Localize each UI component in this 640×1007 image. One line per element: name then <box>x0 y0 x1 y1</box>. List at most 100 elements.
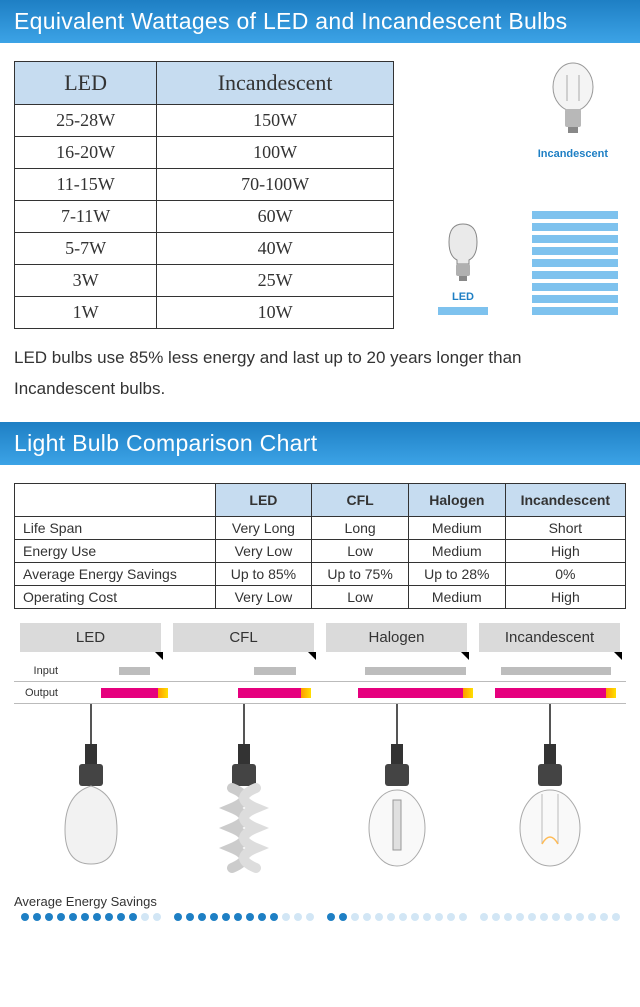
dot <box>387 913 395 921</box>
type-tab-box: LED <box>20 623 161 652</box>
dot <box>480 913 488 921</box>
bulb-icon <box>357 744 437 879</box>
wattage-cell: 60W <box>157 201 394 233</box>
compare-header: Incandescent <box>505 484 625 517</box>
compare-header: LED <box>215 484 312 517</box>
output-cell <box>205 688 346 698</box>
tab-arrow-icon <box>461 652 469 660</box>
dot <box>141 913 149 921</box>
wire <box>549 704 551 744</box>
compare-cell: 0% <box>505 563 625 586</box>
type-tab: CFL <box>167 623 320 652</box>
tab-arrow-icon <box>614 652 622 660</box>
dot <box>81 913 89 921</box>
dot <box>516 913 524 921</box>
input-bar <box>365 667 466 675</box>
io-rows: Input Output <box>0 652 640 704</box>
dot <box>33 913 41 921</box>
compare-header: Halogen <box>408 484 505 517</box>
wattage-table: LEDIncandescent 25-28W150W16-20W100W11-1… <box>14 61 394 329</box>
dots-group <box>320 913 473 921</box>
input-label: Input <box>14 665 64 677</box>
incandescent-bars <box>532 211 618 315</box>
output-label: Output <box>14 687 64 699</box>
input-cell <box>205 667 346 675</box>
compare-cell: Very Low <box>215 540 312 563</box>
compare-cell: Up to 28% <box>408 563 505 586</box>
tab-arrow-icon <box>308 652 316 660</box>
incandescent-bulb-icon <box>543 61 603 141</box>
compare-cell: Medium <box>408 586 505 609</box>
dot <box>258 913 266 921</box>
wattage-cell: 25-28W <box>15 105 157 137</box>
banner-comparison-chart: Light Bulb Comparison Chart <box>0 422 640 465</box>
input-cell <box>486 667 627 675</box>
compare-row-label: Life Span <box>15 517 216 540</box>
dot <box>45 913 53 921</box>
compare-cell: Medium <box>408 517 505 540</box>
dot <box>351 913 359 921</box>
section-wattage: LEDIncandescent 25-28W150W16-20W100W11-1… <box>0 61 640 329</box>
dot <box>492 913 500 921</box>
wattage-header: Incandescent <box>157 62 394 105</box>
hanging-bulb-incandescent <box>473 704 626 879</box>
compare-cell: Very Low <box>215 586 312 609</box>
input-cell <box>64 667 205 675</box>
dot <box>198 913 206 921</box>
compare-cell: Low <box>312 586 409 609</box>
dot <box>423 913 431 921</box>
compare-header: CFL <box>312 484 409 517</box>
stack-bar <box>532 271 618 279</box>
energy-dots <box>0 913 640 931</box>
stack-bar <box>532 307 618 315</box>
dot <box>540 913 548 921</box>
dot <box>234 913 242 921</box>
dot <box>270 913 278 921</box>
type-tab: Halogen <box>320 623 473 652</box>
dot <box>576 913 584 921</box>
dot <box>435 913 443 921</box>
compare-cell: High <box>505 540 625 563</box>
dot <box>612 913 620 921</box>
wattage-cell: 16-20W <box>15 137 157 169</box>
compare-cell: High <box>505 586 625 609</box>
bulb-icon <box>510 744 590 879</box>
dots-group <box>473 913 626 921</box>
bulb-icon <box>51 744 131 879</box>
dots-group <box>167 913 320 921</box>
compare-cell: Up to 75% <box>312 563 409 586</box>
compare-cell: Medium <box>408 540 505 563</box>
dot <box>129 913 137 921</box>
wattage-cell: 150W <box>157 105 394 137</box>
type-tabs: LED CFLHalogenIncandescent <box>0 609 640 652</box>
dots-group <box>14 913 167 921</box>
dot <box>375 913 383 921</box>
type-tab: Incandescent <box>473 623 626 652</box>
hanging-bulbs <box>14 704 626 879</box>
wattage-cell: 11-15W <box>15 169 157 201</box>
wattage-cell: 70-100W <box>157 169 394 201</box>
type-tab-box: Incandescent <box>479 623 620 652</box>
type-tab-box: CFL <box>173 623 314 652</box>
wattage-cell: 10W <box>157 297 394 329</box>
dot <box>327 913 335 921</box>
hanging-bulb-halogen <box>320 704 473 879</box>
dot <box>174 913 182 921</box>
compare-cell: Low <box>312 540 409 563</box>
dot <box>210 913 218 921</box>
compare-cell: Very Long <box>215 517 312 540</box>
dot <box>504 913 512 921</box>
dot <box>69 913 77 921</box>
dot <box>282 913 290 921</box>
dot <box>222 913 230 921</box>
compare-header <box>15 484 216 517</box>
dot <box>117 913 125 921</box>
led-bulb-icon <box>441 220 485 284</box>
wattage-cell: 7-11W <box>15 201 157 233</box>
caption-85pct: LED bulbs use 85% less energy and last u… <box>0 329 640 422</box>
input-bar <box>501 667 611 675</box>
dot <box>153 913 161 921</box>
dot <box>564 913 572 921</box>
dot <box>339 913 347 921</box>
stack-bar <box>532 259 618 267</box>
